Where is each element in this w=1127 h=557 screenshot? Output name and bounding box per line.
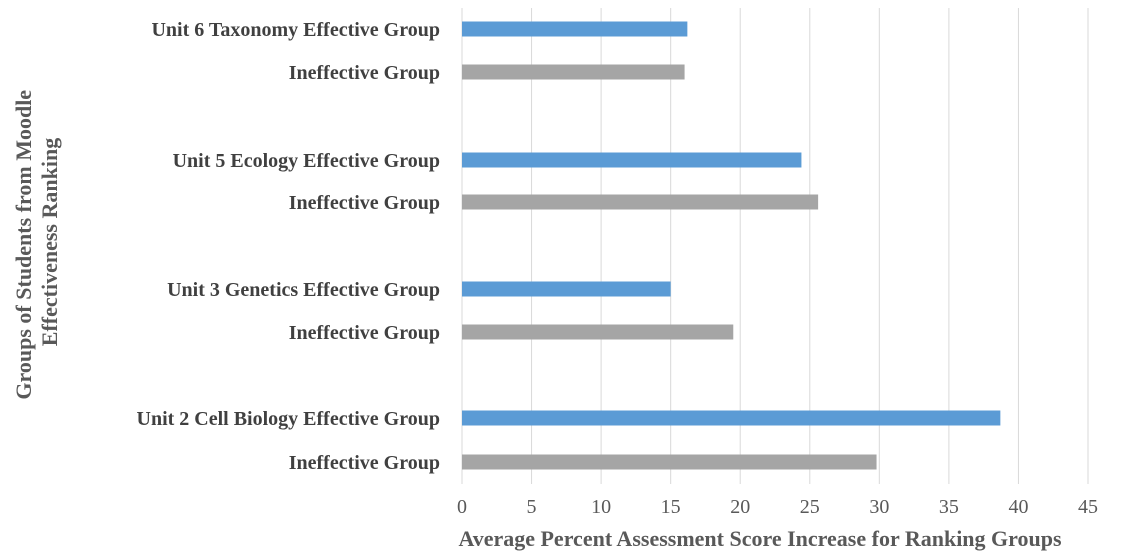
bar-7 xyxy=(462,454,877,470)
y-axis-title-line-1: Groups of Students from Moodle xyxy=(11,90,36,400)
category-label-2: Unit 5 Ecology Effective Group xyxy=(173,150,440,172)
x-tick-label-45: 45 xyxy=(1078,496,1098,518)
category-label-4: Unit 3 Genetics Effective Group xyxy=(167,279,440,301)
grid-layer xyxy=(461,8,1089,484)
category-label-7: Ineffective Group xyxy=(289,452,440,474)
category-label-3: Ineffective Group xyxy=(289,192,440,214)
bar-4 xyxy=(462,281,671,297)
category-labels: Unit 6 Taxonomy Effective Group Ineffecti… xyxy=(137,19,441,474)
x-tick-label-40: 40 xyxy=(1008,496,1028,518)
y-axis-title-line-2: Effectiveness Ranking xyxy=(37,138,62,346)
bar-1 xyxy=(462,64,685,80)
category-label-1: Ineffective Group xyxy=(289,62,440,84)
bar-5 xyxy=(462,324,734,340)
x-tick-label-15: 15 xyxy=(661,496,681,518)
category-label-6: Unit 2 Cell Biology Effective Group xyxy=(137,408,441,430)
x-tick-labels: 0 5 10 15 20 25 30 35 40 45 xyxy=(457,496,1098,518)
category-label-5: Ineffective Group xyxy=(289,322,440,344)
x-tick-label-10: 10 xyxy=(591,496,611,518)
bar-2 xyxy=(462,152,802,168)
bar-6 xyxy=(462,410,1001,426)
x-tick-label-35: 35 xyxy=(939,496,959,518)
x-tick-label-0: 0 xyxy=(457,496,467,518)
bar-3 xyxy=(462,194,819,210)
bar-0 xyxy=(462,21,688,37)
bars-layer xyxy=(462,21,1001,470)
x-tick-label-25: 25 xyxy=(800,496,820,518)
y-axis-title: Groups of Students from Moodle Effective… xyxy=(11,84,62,399)
x-axis-title: Average Percent Assessment Score Increas… xyxy=(458,526,1062,551)
x-tick-label-20: 20 xyxy=(730,496,750,518)
x-tick-label-30: 30 xyxy=(869,496,889,518)
category-label-0: Unit 6 Taxonomy Effective Group xyxy=(151,19,440,41)
x-tick-label-5: 5 xyxy=(527,496,537,518)
